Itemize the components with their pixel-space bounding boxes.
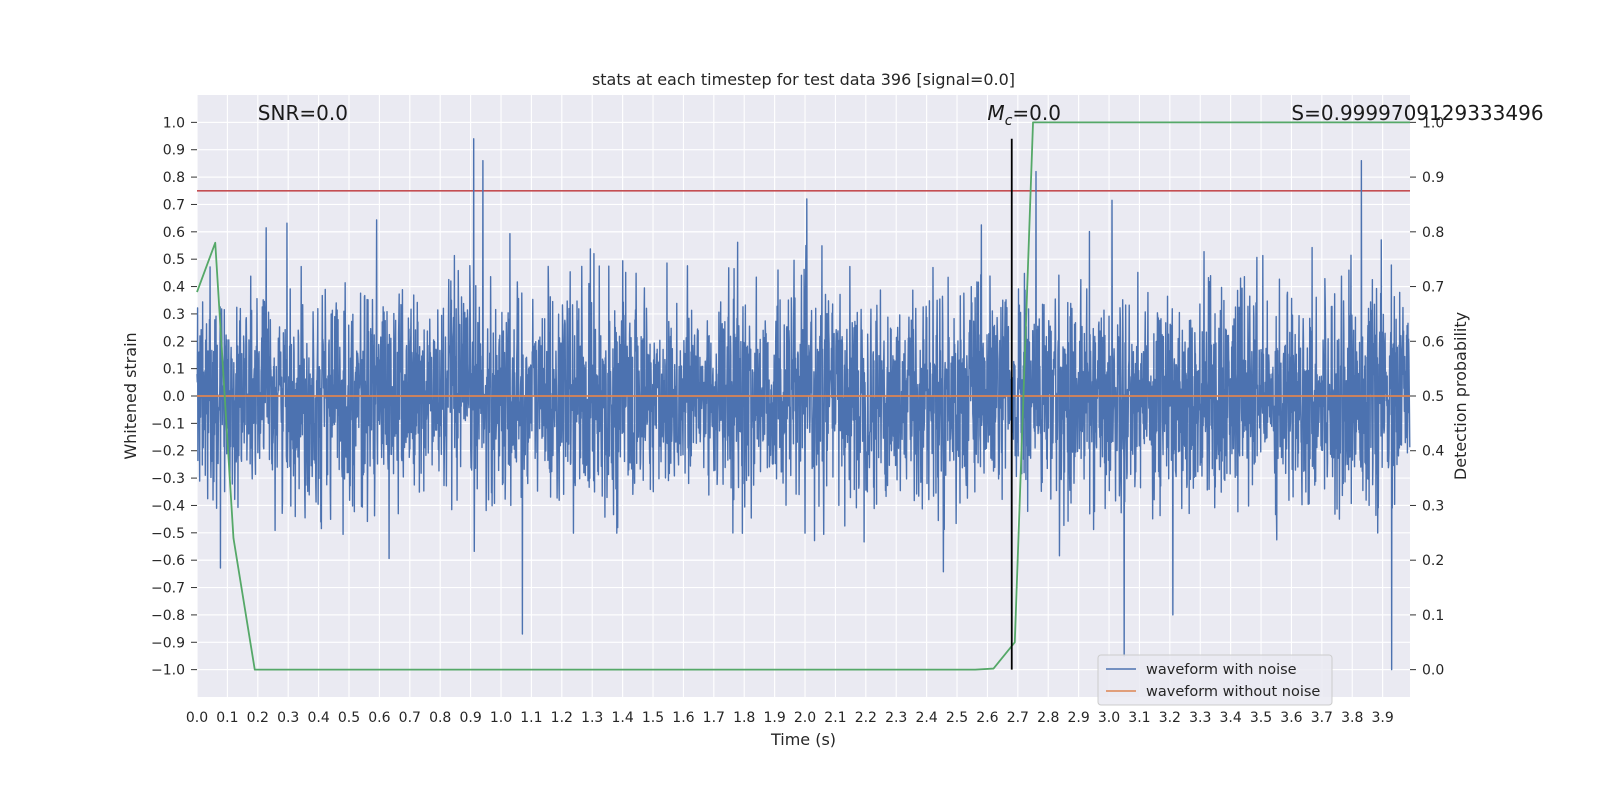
x-tick-label: 0.4 xyxy=(307,710,329,726)
y-tick-label: −0.6 xyxy=(151,553,185,569)
chirp-mass-subscript: c xyxy=(1005,113,1013,129)
x-tick-label: 0.2 xyxy=(247,710,269,726)
x-tick-label: 0.8 xyxy=(429,710,451,726)
y-tick-label: −0.8 xyxy=(151,608,185,624)
snr-annotation: SNR=0.0 xyxy=(258,101,348,125)
y2-tick-label: 0.1 xyxy=(1422,608,1444,624)
x-tick-label: 1.6 xyxy=(672,710,694,726)
y-tick-label: −0.1 xyxy=(151,416,185,432)
y-tick-label: 1.0 xyxy=(163,115,185,131)
y-tick-label: −0.9 xyxy=(151,635,185,651)
chirp-mass-value: =0.0 xyxy=(1012,101,1061,125)
x-tick-label: 3.1 xyxy=(1128,710,1150,726)
series-line-2 xyxy=(196,121,1410,671)
x-tick-label: 2.0 xyxy=(794,710,816,726)
x-tick-label: 1.1 xyxy=(520,710,542,726)
x-tick-label: 1.8 xyxy=(733,710,755,726)
chirp-mass-symbol: M xyxy=(987,101,1004,125)
series-lines xyxy=(196,121,1411,671)
y2-tick-label: 0.3 xyxy=(1422,498,1444,514)
y-tick-label: 0.6 xyxy=(163,225,185,241)
chart-legend: waveform with noise waveform without noi… xyxy=(1097,654,1333,706)
x-tick-label: 2.6 xyxy=(976,710,998,726)
y2-tick-label: 0.5 xyxy=(1422,389,1444,405)
y2-tick-label: 0.2 xyxy=(1422,553,1444,569)
y-axis-label: Whitened strain xyxy=(121,332,140,459)
x-tick-label: 0.3 xyxy=(277,710,299,726)
x-tick-label: 3.2 xyxy=(1159,710,1181,726)
y-tick-label: 0.3 xyxy=(163,307,185,323)
y-tick-label: 0.0 xyxy=(163,389,185,405)
x-tick-label: 1.3 xyxy=(581,710,603,726)
y2-axis-label: Detection probability xyxy=(1451,312,1470,480)
x-tick-label: 2.4 xyxy=(915,710,937,726)
x-tick-label: 1.2 xyxy=(551,710,573,726)
y-tick-label: 0.5 xyxy=(163,252,185,268)
x-tick-label: 3.6 xyxy=(1280,710,1302,726)
y-tick-label: −0.5 xyxy=(151,526,185,542)
x-tick-label: 1.7 xyxy=(703,710,725,726)
x-tick-label: 3.9 xyxy=(1372,710,1394,726)
y-tick-label: 0.9 xyxy=(163,143,185,159)
x-tick-label: 3.0 xyxy=(1098,710,1120,726)
x-tick-label: 0.7 xyxy=(399,710,421,726)
score-annotation: S=0.9999709129333496 xyxy=(1291,101,1543,125)
y2-tick-label: 1.0 xyxy=(1422,115,1444,131)
x-tick-label: 2.1 xyxy=(824,710,846,726)
y-tick-label: 0.2 xyxy=(163,334,185,350)
y-tick-label: 0.7 xyxy=(163,197,185,213)
y-tick-label: 0.8 xyxy=(163,170,185,186)
legend-label-waveform-with-noise: waveform with noise xyxy=(1146,662,1297,678)
x-tick-label: 2.3 xyxy=(885,710,907,726)
legend-box xyxy=(1097,654,1333,706)
x-axis-label: Time (s) xyxy=(770,730,836,749)
x-tick-label: 2.9 xyxy=(1067,710,1089,726)
x-tick-label: 2.5 xyxy=(946,710,968,726)
y-tick-label: −0.2 xyxy=(151,444,185,460)
x-tick-label: 0.9 xyxy=(459,710,481,726)
x-tick-label: 0.1 xyxy=(216,710,238,726)
x-tick-label: 2.2 xyxy=(855,710,877,726)
x-tick-label: 2.7 xyxy=(1007,710,1029,726)
x-tick-label: 0.5 xyxy=(338,710,360,726)
series-line-0 xyxy=(196,138,1411,671)
y2-tick-label: 0.0 xyxy=(1422,663,1444,679)
x-tick-label: 1.9 xyxy=(763,710,785,726)
x-tick-label: 1.5 xyxy=(642,710,664,726)
y2-tick-label: 0.6 xyxy=(1422,334,1444,350)
x-tick-label: 3.7 xyxy=(1311,710,1333,726)
axis-ticks: 0.0 0.1 0.2 0.3 0.4 0.5 0.6 0.7 0.8 0.9 1.0 1.1 1.2 1… xyxy=(151,115,1444,726)
y-tick-label: −0.3 xyxy=(151,471,185,487)
x-tick-label: 0.0 xyxy=(186,710,208,726)
y-tick-label: −0.4 xyxy=(151,498,185,514)
x-tick-label: 0.6 xyxy=(368,710,390,726)
chirp-mass-annotation: Mc=0.0 xyxy=(987,101,1061,129)
x-tick-label: 2.8 xyxy=(1037,710,1059,726)
y2-tick-label: 0.9 xyxy=(1422,170,1444,186)
y2-tick-label: 0.8 xyxy=(1422,225,1444,241)
y2-tick-label: 0.7 xyxy=(1422,280,1444,296)
x-tick-label: 1.4 xyxy=(611,710,633,726)
x-tick-label: 1.0 xyxy=(490,710,512,726)
x-tick-label: 3.4 xyxy=(1220,710,1242,726)
y-tick-label: −0.7 xyxy=(151,581,185,597)
x-tick-label: 3.5 xyxy=(1250,710,1272,726)
chart-title: stats at each timestep for test data 396… xyxy=(592,70,1015,89)
x-tick-label: 3.8 xyxy=(1341,710,1363,726)
legend-label-waveform-without-noise: waveform without noise xyxy=(1146,684,1320,700)
x-tick-label: 3.3 xyxy=(1189,710,1211,726)
y-tick-label: 0.4 xyxy=(163,280,185,296)
y2-tick-label: 0.4 xyxy=(1422,444,1444,460)
y-tick-label: 0.1 xyxy=(163,362,185,378)
y-tick-label: −1.0 xyxy=(151,663,185,679)
